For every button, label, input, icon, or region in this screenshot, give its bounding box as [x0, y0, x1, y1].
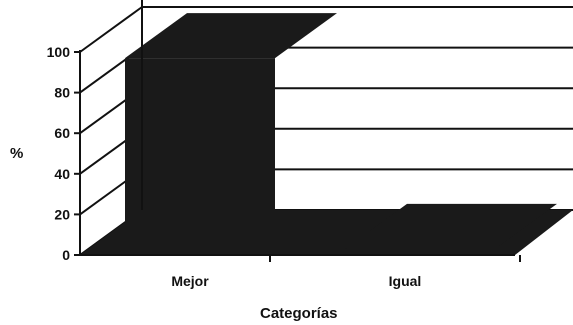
y-tick-label: 40 — [54, 166, 70, 182]
y-tick-labels: 0 20 40 60 80 100 — [47, 44, 71, 263]
y-axis-title: % — [10, 145, 23, 162]
bars — [125, 13, 557, 256]
x-axis-title: Categorías — [260, 305, 338, 322]
x-tick-labels: Mejor Igual — [171, 273, 421, 289]
bar-mejor — [125, 58, 275, 256]
axes — [79, 0, 521, 262]
gridline-side — [79, 6, 143, 53]
bar-top-igual — [345, 203, 557, 249]
x-tick-label: Mejor — [171, 273, 209, 289]
x-tick-label: Igual — [389, 273, 422, 289]
y-tick-label: 80 — [54, 85, 70, 101]
bar-igual — [345, 248, 495, 255]
y-tick-label: 0 — [62, 247, 70, 263]
y-tick-label: 20 — [54, 206, 70, 222]
y-tick-label: 60 — [54, 125, 70, 141]
y-tick-label: 100 — [47, 44, 71, 60]
bar-top-mejor — [125, 13, 337, 59]
